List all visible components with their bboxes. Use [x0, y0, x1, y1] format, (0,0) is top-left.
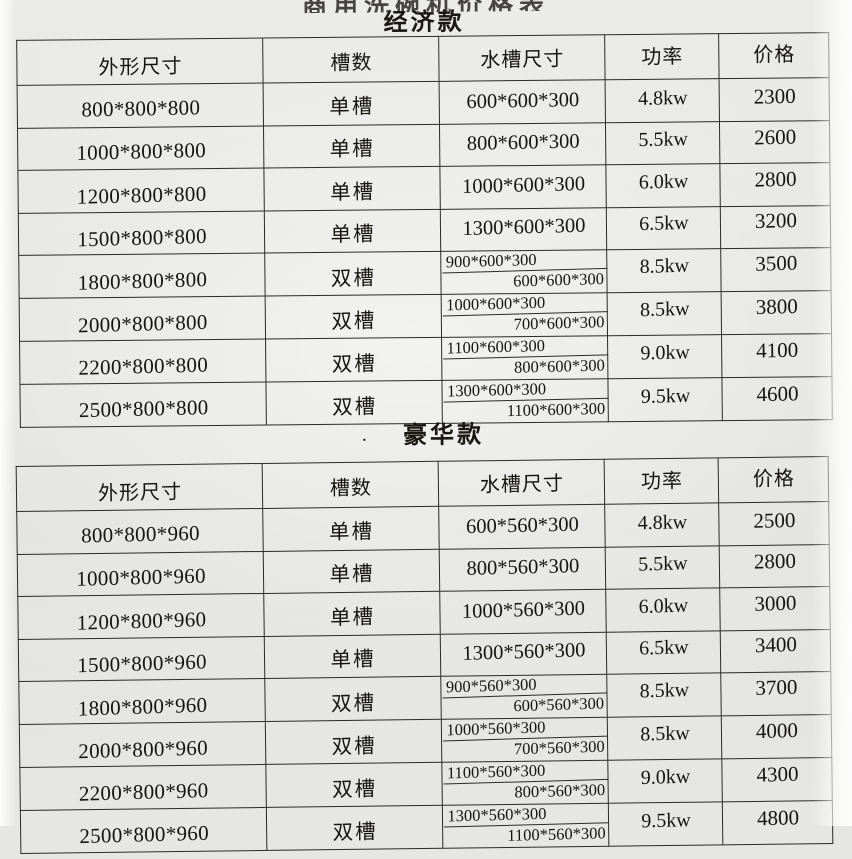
cell-power: 4.8kw	[605, 75, 720, 121]
cell-price: 3700	[720, 664, 832, 711]
economy-price-table: 外形尺寸 槽数 水槽尺寸 功率 价格 800*800*800 单槽 600*60…	[16, 28, 833, 434]
cell-slots: 双槽	[264, 676, 442, 725]
sink-size-secondary: 800*600*300	[513, 354, 605, 377]
cell-price: 2300	[719, 73, 830, 119]
cell-power: 6.5kw	[606, 625, 721, 672]
cell-price: 2800	[719, 538, 830, 585]
cell-dimension: 1000*800*800	[17, 127, 264, 176]
section-title-deluxe-text: 豪华款	[402, 422, 485, 450]
cell-sink-size-dual: 1100*560*300 800*560*300	[441, 757, 609, 806]
cell-slots: 双槽	[265, 719, 442, 768]
cell-dimension: 1500*800*800	[18, 213, 265, 263]
cell-price: 2800	[719, 156, 831, 202]
cell-dimension: 800*800*960	[16, 509, 264, 558]
column-header-power: 功率	[604, 455, 719, 503]
cell-dimension: 2200*800*800	[19, 341, 266, 391]
cell-power: 8.5kw	[607, 286, 722, 333]
cell-sink-size: 1000*600*300	[439, 161, 607, 209]
cell-slots: 双槽	[265, 337, 442, 385]
price-list-sheet: 商用洗碗机价格表 经济款 外形尺寸 槽数 水槽尺寸 功率 价格 800*800*…	[16, 0, 833, 859]
cell-price: 3000	[719, 580, 831, 626]
cell-slots: 单槽	[263, 591, 441, 639]
cell-slots: 双槽	[265, 294, 442, 342]
cell-sink-size-dual: 1100*600*300 800*600*300	[441, 332, 608, 381]
cell-dimension: 2000*800*960	[19, 724, 266, 775]
cell-sink-size: 800*560*300	[439, 544, 606, 592]
cell-dimension: 1000*800*960	[17, 553, 264, 602]
cell-power: 6.5kw	[606, 200, 721, 247]
cell-slots: 单槽	[264, 208, 441, 256]
cell-dimension: 2000*800*800	[19, 298, 266, 349]
cell-sink-size: 600*560*300	[438, 502, 606, 549]
column-header-sink-size: 水槽尺寸	[438, 457, 605, 507]
cell-price: 2600	[719, 114, 830, 160]
cell-power: 9.0kw	[607, 754, 723, 801]
table-deluxe: . 豪华款 外形尺寸 槽数 水槽尺寸 功率 价格 800*800*960 单槽 6…	[16, 422, 834, 859]
column-header-slots: 槽数	[262, 461, 439, 510]
cell-power: 6.0kw	[605, 583, 721, 629]
cell-slots: 单槽	[262, 506, 440, 553]
sink-size-secondary: 800*560*300	[513, 779, 605, 802]
section-title-economy-text: 经济款	[383, 9, 465, 37]
cell-sink-size-dual: 1000*560*300 700*560*300	[441, 714, 608, 763]
cell-price: 3500	[720, 240, 832, 287]
cell-sink-size: 1000*560*300	[439, 586, 607, 634]
cell-sink-size: 1300*560*300	[440, 628, 607, 677]
deluxe-price-table: 外形尺寸 槽数 水槽尺寸 功率 价格 800*800*960 单槽 600*56…	[16, 452, 834, 859]
cell-price: 4000	[721, 707, 832, 754]
cell-power: 9.0kw	[607, 329, 722, 376]
cell-power: 6.0kw	[605, 159, 721, 205]
cell-power: 9.5kw	[608, 797, 723, 844]
cell-slots: 单槽	[264, 633, 441, 682]
cell-price: 2500	[718, 497, 830, 543]
cell-sink-size-dual: 1300*560*300 1100*560*300	[442, 800, 609, 849]
column-header-dimension: 外形尺寸	[16, 464, 263, 516]
cell-price: 3800	[721, 283, 832, 330]
cell-sink-size: 1300*600*300	[440, 204, 607, 252]
cell-power: 8.5kw	[607, 710, 722, 758]
cell-slots: 双槽	[264, 251, 442, 299]
cell-price: 4100	[721, 327, 832, 373]
sink-size-secondary: 700*600*300	[513, 311, 604, 334]
cell-slots: 单槽	[263, 166, 441, 214]
cell-dimension: 1800*800*960	[18, 681, 266, 732]
sink-size-secondary: 1100*560*300	[506, 822, 606, 845]
cell-dimension: 800*800*800	[17, 84, 264, 132]
column-header-slots: 槽数	[262, 36, 440, 85]
cell-sink-size-dual: 900*600*300 600*600*300	[440, 246, 608, 295]
column-header-price: 价格	[718, 452, 829, 501]
cell-sink-size-dual: 1000*600*300 700*600*300	[441, 289, 608, 338]
cell-dimension: 2500*800*960	[20, 809, 267, 859]
cell-power: 8.5kw	[606, 243, 722, 290]
cell-sink-size: 600*600*300	[439, 78, 606, 124]
cell-power: 4.8kw	[604, 500, 720, 546]
cell-dimension: 1500*800*960	[18, 638, 265, 689]
cell-slots: 单槽	[263, 123, 440, 171]
column-header-sink-size: 水槽尺寸	[438, 33, 606, 82]
cell-price: 4800	[722, 794, 833, 841]
table-economy: 经济款 外形尺寸 槽数 水槽尺寸 功率 价格 800*800*800 单槽 60…	[16, 10, 833, 434]
cell-dimension: 2200*800*960	[19, 766, 267, 817]
cell-price: 3400	[720, 621, 831, 668]
cell-price: 4300	[721, 751, 833, 798]
cell-power: 5.5kw	[605, 117, 720, 163]
cell-dimension: 1200*800*800	[17, 170, 265, 220]
cell-slots: 双槽	[265, 762, 443, 810]
cell-price: 3200	[720, 198, 831, 244]
cell-power: 8.5kw	[606, 667, 722, 714]
cell-sink-size-dual: 900*560*300 600*560*300	[440, 670, 608, 720]
cell-power: 5.5kw	[605, 541, 720, 587]
cell-slots: 双槽	[266, 805, 443, 853]
section-title-leading-dot: .	[362, 430, 370, 446]
column-header-power: 功率	[604, 30, 720, 79]
column-header-dimension: 外形尺寸	[16, 39, 264, 90]
cell-slots: 单槽	[263, 548, 440, 596]
column-header-price: 价格	[718, 28, 830, 76]
cell-dimension: 1800*800*800	[18, 255, 266, 306]
cell-dimension: 1200*800*960	[17, 595, 265, 646]
cell-slots: 单槽	[263, 81, 440, 128]
cell-sink-size: 800*600*300	[439, 119, 606, 167]
